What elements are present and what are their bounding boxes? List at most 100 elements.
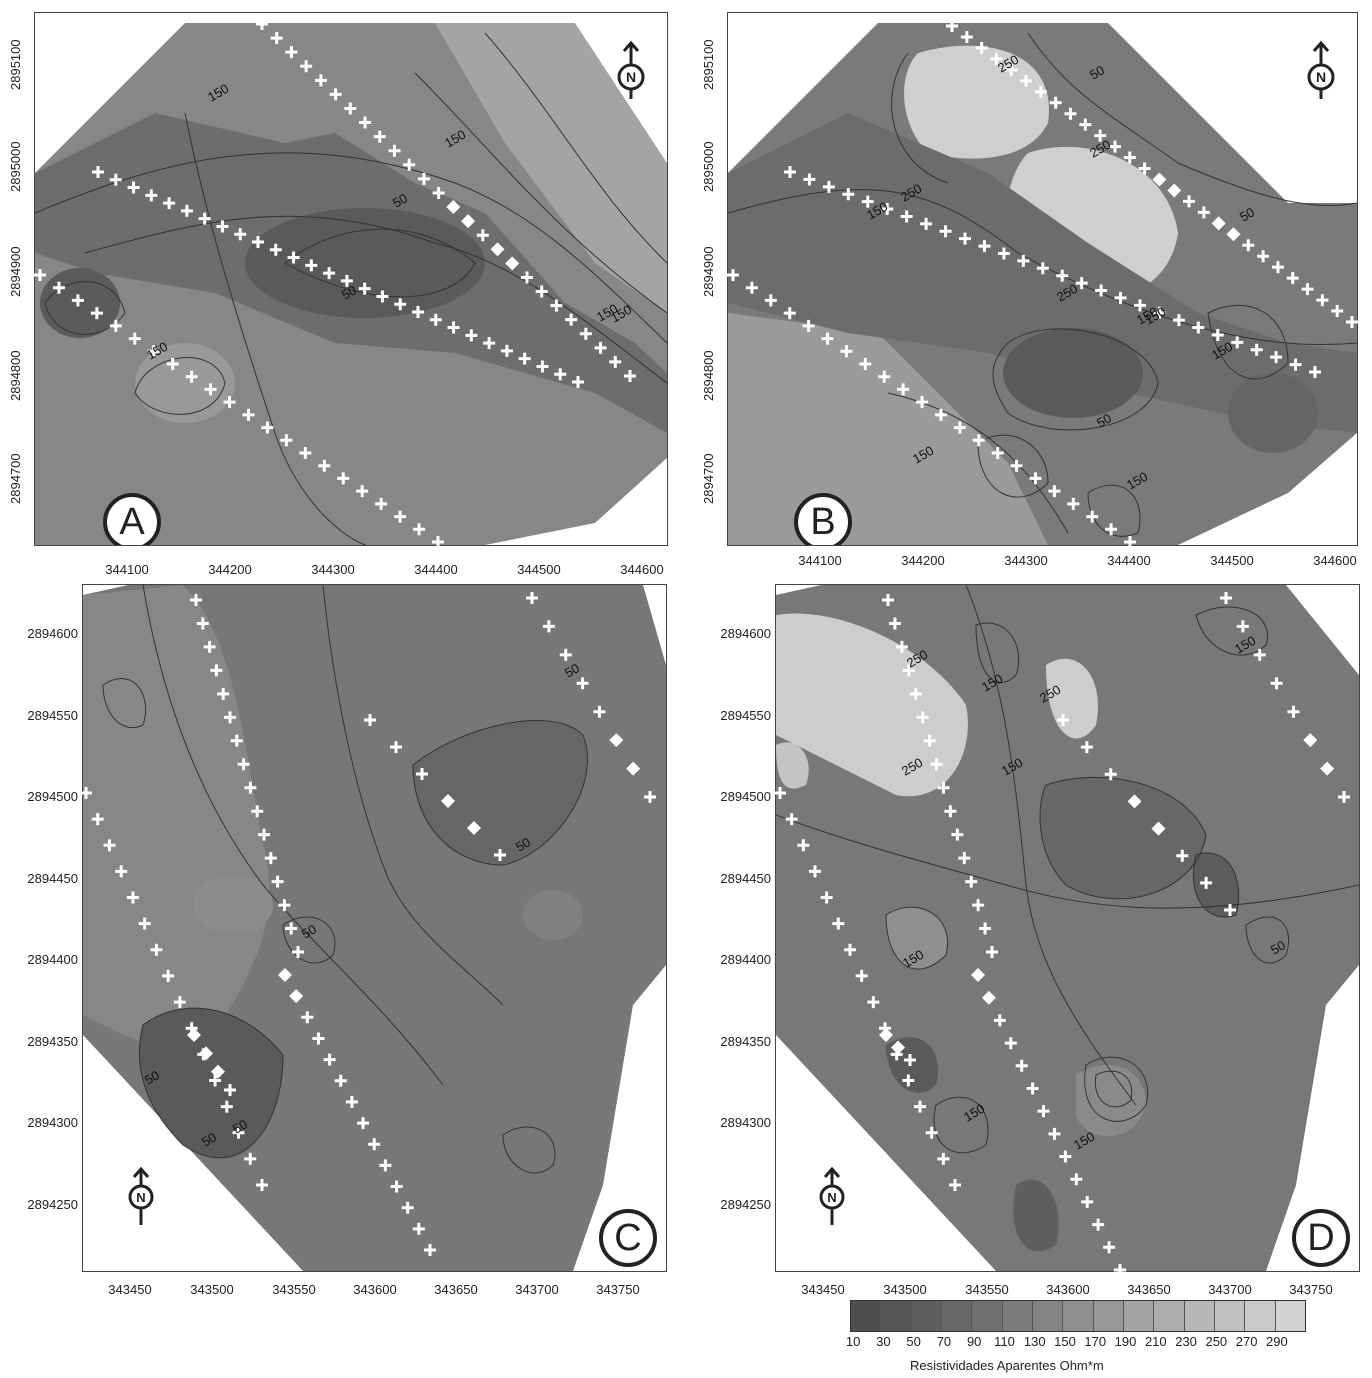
survey-cross-marker — [1064, 107, 1077, 120]
survey-cross-marker — [897, 383, 910, 396]
survey-cross-marker — [1105, 523, 1118, 536]
survey-cross-marker — [345, 1095, 358, 1108]
survey-cross-marker — [270, 32, 283, 45]
survey-cross-marker — [198, 212, 211, 225]
survey-cross-marker — [204, 383, 217, 396]
survey-cross-marker — [287, 251, 300, 264]
survey-cross-marker — [1316, 294, 1329, 307]
survey-cross-marker — [727, 269, 739, 281]
survey-cross-marker — [937, 781, 950, 794]
legend-value: 190 — [1114, 1334, 1137, 1349]
north-arrow-icon: N — [617, 41, 645, 99]
survey-cross-marker — [1134, 299, 1146, 312]
survey-cross-marker — [939, 225, 952, 238]
survey-cross-marker — [432, 186, 445, 199]
survey-cross-marker — [572, 376, 584, 388]
legend-value: 290 — [1266, 1334, 1288, 1349]
contour-value-label: 50 — [1268, 937, 1288, 957]
legend-swatch — [1123, 1301, 1155, 1331]
contour-value-label: 50 — [339, 282, 359, 302]
y-tick-label: 2894450 — [27, 871, 78, 886]
survey-cross-marker — [785, 813, 798, 826]
survey-cross-marker — [949, 1179, 961, 1191]
survey-cross-marker — [261, 421, 274, 434]
survey-cross-marker — [256, 1179, 268, 1191]
survey-cross-marker — [1153, 306, 1166, 319]
survey-cross-marker — [1048, 485, 1061, 498]
survey-cross-marker — [822, 180, 835, 193]
contour-value-label: 250 — [1054, 281, 1080, 305]
survey-cross-marker — [312, 1032, 325, 1045]
survey-cross-marker — [465, 329, 478, 342]
survey-cross-marker — [1004, 1037, 1017, 1050]
survey-cross-marker — [52, 281, 65, 294]
x-tick-label: 343750 — [1289, 1282, 1333, 1297]
survey-cross-marker — [842, 188, 855, 201]
y-tick-label: 2895000 — [8, 141, 23, 192]
survey-cross-marker — [476, 229, 489, 242]
legend-value: 170 — [1084, 1334, 1107, 1349]
survey-diamond-marker — [1152, 172, 1167, 187]
survey-cross-marker — [375, 497, 388, 510]
survey-diamond-marker — [1127, 794, 1142, 809]
contour-value-label: 250 — [904, 647, 930, 671]
survey-cross-marker — [334, 1074, 347, 1087]
survey-cross-marker — [1197, 206, 1210, 219]
survey-cross-marker — [951, 828, 964, 841]
survey-diamond-marker — [981, 990, 996, 1005]
x-tick-label: 343650 — [1127, 1282, 1171, 1297]
contour-value-label: 50 — [562, 660, 582, 680]
contour-value-label: 250 — [1087, 137, 1113, 161]
legend-swatch — [1245, 1301, 1276, 1331]
survey-cross-marker — [1079, 118, 1092, 131]
survey-cross-marker — [220, 1100, 233, 1113]
survey-cross-marker — [278, 899, 291, 912]
legend-value: 90 — [966, 1334, 982, 1349]
survey-cross-marker — [373, 130, 386, 143]
survey-cross-marker — [783, 307, 796, 320]
survey-cross-marker — [1138, 162, 1151, 175]
survey-cross-marker — [90, 307, 103, 320]
survey-cross-marker — [359, 116, 372, 129]
survey-cross-marker — [840, 345, 853, 358]
survey-cross-marker — [196, 617, 209, 630]
survey-cross-marker — [1242, 239, 1255, 252]
survey-cross-marker — [300, 60, 313, 73]
x-tick-label: 343550 — [965, 1282, 1009, 1297]
y-tick-label: 2894250 — [720, 1197, 771, 1212]
survey-cross-marker — [92, 166, 104, 178]
survey-cross-marker — [861, 195, 874, 208]
survey-cross-marker — [624, 370, 636, 382]
survey-diamond-marker — [505, 256, 520, 271]
survey-cross-marker — [1036, 262, 1049, 275]
contour-value-label: 150 — [144, 339, 170, 363]
survey-cross-marker — [1271, 261, 1284, 274]
legend-value: 230 — [1175, 1334, 1197, 1349]
map-panel-a: A N — [34, 12, 668, 546]
survey-cross-marker — [609, 355, 622, 368]
survey-cross-marker — [1250, 343, 1263, 356]
legend-value: 30 — [876, 1334, 891, 1349]
survey-diamond-marker — [461, 214, 476, 229]
survey-cross-marker — [1114, 291, 1127, 304]
survey-cross-marker — [937, 1152, 950, 1165]
contour-value-label: 50 — [230, 1116, 250, 1136]
survey-cross-marker — [900, 210, 913, 223]
svg-text:N: N — [626, 69, 636, 85]
survey-cross-marker — [550, 299, 563, 312]
survey-cross-marker — [71, 294, 84, 307]
survey-cross-marker — [390, 741, 402, 753]
north-arrow-icon: N — [128, 1167, 154, 1225]
survey-cross-marker — [162, 969, 175, 982]
y-tick-label: 2895000 — [701, 141, 716, 192]
survey-diamond-marker — [609, 733, 624, 748]
survey-cross-marker — [190, 594, 202, 606]
survey-cross-marker — [902, 664, 915, 677]
contour-value-label: 50 — [299, 921, 319, 941]
survey-cross-marker — [821, 332, 834, 345]
survey-cross-marker — [1104, 768, 1117, 781]
survey-cross-marker — [318, 459, 331, 472]
survey-cross-marker — [494, 849, 506, 861]
survey-cross-marker — [1331, 305, 1344, 318]
survey-cross-marker — [299, 447, 312, 459]
